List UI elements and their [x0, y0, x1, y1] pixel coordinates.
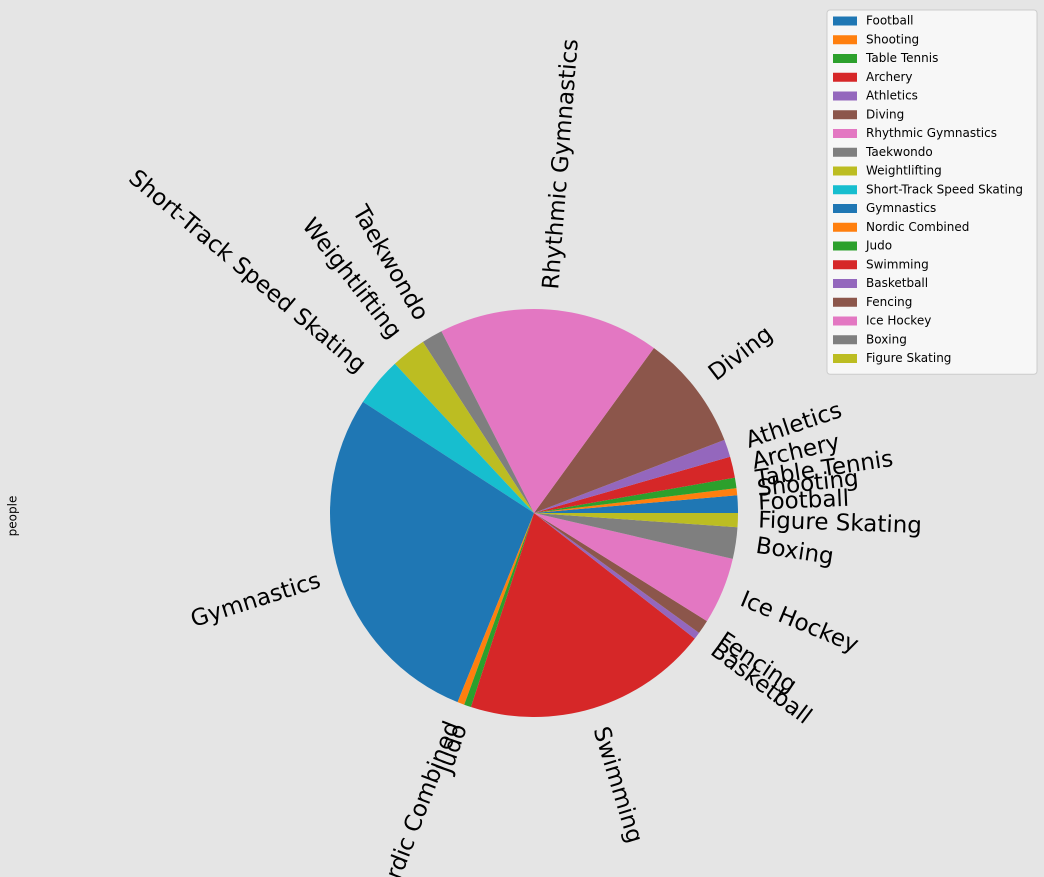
- legend-label: Diving: [866, 107, 904, 121]
- legend-swatch: [833, 166, 857, 176]
- legend-swatch: [833, 335, 857, 345]
- legend: Football Shooting Table Tennis Archery Athle…: [826, 9, 1038, 375]
- pie-slice: [534, 513, 738, 559]
- legend-swatch: [833, 129, 857, 138]
- legend-swatch: [833, 91, 857, 101]
- pie-slice: [470, 513, 695, 717]
- legend-label: Basketball: [866, 276, 928, 290]
- pie-slice: [457, 513, 534, 705]
- legend-swatch: [833, 35, 857, 45]
- legend-label: Archery: [866, 70, 913, 84]
- legend-swatch: [833, 279, 857, 288]
- legend-swatch: [833, 316, 857, 326]
- pie-slice: [534, 513, 733, 622]
- legend-swatch: [833, 354, 857, 363]
- pie-slice: [441, 309, 654, 513]
- legend-label: Boxing: [866, 332, 907, 346]
- legend-swatch: [833, 260, 857, 270]
- legend-swatch: [833, 54, 857, 63]
- pie-slice: [534, 513, 708, 633]
- legend-swatch: [833, 72, 857, 82]
- pie-slice: [534, 495, 738, 513]
- pie-slice: [422, 331, 534, 513]
- pie-slice: [534, 488, 738, 513]
- legend-swatch: [833, 204, 857, 213]
- legend-label: Swimming: [866, 257, 929, 271]
- legend-swatch: [833, 110, 857, 120]
- legend-label: Taekwondo: [865, 145, 933, 159]
- legend-swatch: [833, 297, 857, 307]
- pie-slice: [534, 456, 735, 513]
- legend-swatch: [833, 185, 857, 195]
- pie-slice: [330, 401, 534, 703]
- legend-label: Football: [866, 14, 914, 28]
- legend-swatch: [833, 222, 857, 232]
- legend-label: Table Tennis: [865, 51, 938, 65]
- legend-swatch: [833, 16, 857, 26]
- legend-swatch: [833, 147, 857, 157]
- legend-label: Gymnastics: [866, 201, 936, 215]
- pie-slice: [534, 347, 725, 513]
- legend-label: Judo: [865, 239, 892, 253]
- legend-label: Weightlifting: [866, 164, 942, 178]
- slice-label: Figure Skating: [758, 507, 923, 539]
- legend-label: Shooting: [866, 32, 919, 46]
- pie-slice: [394, 341, 534, 513]
- legend-label: Fencing: [866, 295, 912, 309]
- legend-box: [826, 9, 1038, 375]
- pie-slice: [534, 439, 731, 513]
- legend-label: Figure Skating: [866, 351, 951, 365]
- legend-label: Ice Hockey: [866, 314, 931, 328]
- legend-label: Rhythmic Gymnastics: [866, 126, 997, 140]
- y-axis-label: people: [6, 496, 20, 537]
- legend-label: Short-Track Speed Skating: [866, 182, 1023, 196]
- pie-slice: [362, 363, 534, 513]
- pie-slice: [534, 513, 738, 528]
- pie-slice: [534, 477, 737, 513]
- pie-slice: [464, 513, 534, 708]
- slice-label: Football: [758, 486, 850, 516]
- legend-swatch: [833, 241, 857, 251]
- legend-label: Athletics: [866, 89, 918, 103]
- legend-label: Nordic Combined: [866, 220, 969, 234]
- pie-slice: [534, 513, 700, 639]
